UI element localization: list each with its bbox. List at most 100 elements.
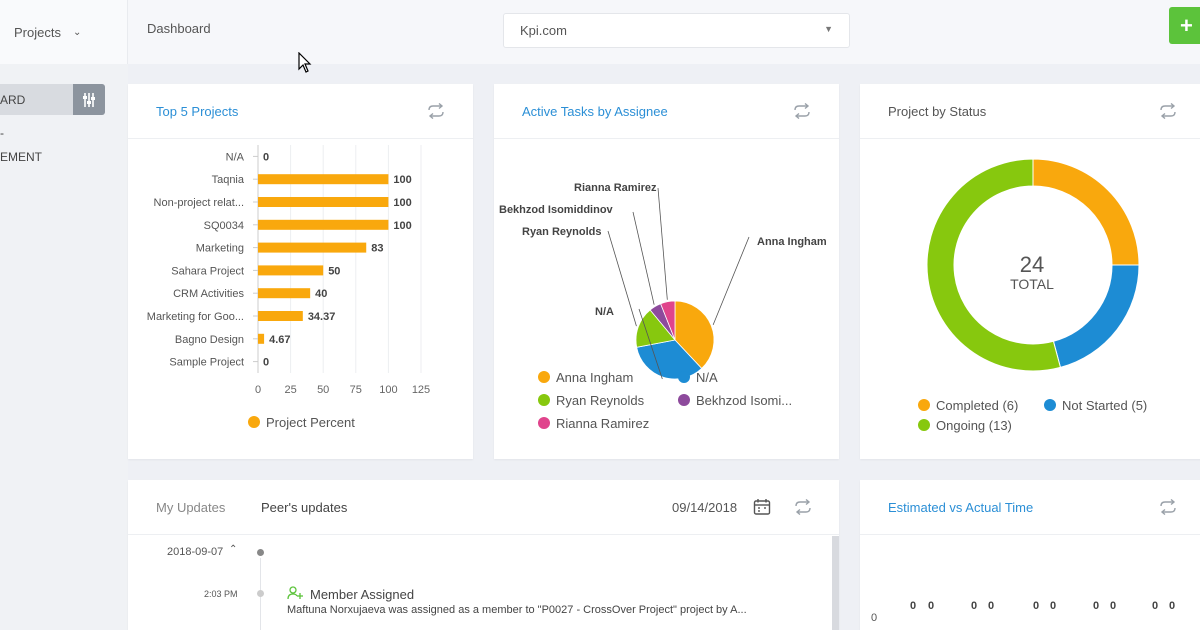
breadcrumb[interactable]: Dashboard: [147, 21, 211, 36]
bar[interactable]: [258, 197, 389, 207]
pie-slice[interactable]: [635, 309, 676, 348]
card-header: Top 5 Projects: [128, 84, 473, 139]
bar-value-label: 0: [928, 600, 935, 612]
legend-label: Bekhzod Isomi...: [696, 393, 793, 408]
y-tick-label: Marketing: [196, 243, 244, 255]
tab-my-updates[interactable]: My Updates: [156, 500, 226, 515]
card-title[interactable]: Active Tasks by Assignee: [522, 103, 668, 119]
legend-swatch: [248, 416, 260, 428]
legend-item[interactable]: Ryan Reynolds: [538, 393, 644, 408]
refresh-icon[interactable]: [1159, 103, 1177, 119]
legend-item[interactable]: Anna Ingham: [538, 370, 633, 385]
legend-swatch: [918, 419, 930, 431]
y-tick-label: Sahara Project: [171, 265, 244, 277]
sidebar-item-dashboard[interactable]: ARD: [0, 84, 105, 115]
legend-swatch: [918, 399, 930, 411]
x-tick-label: 100: [379, 384, 397, 396]
bar[interactable]: [258, 174, 389, 185]
y-tick-label: Taqnia: [212, 174, 245, 186]
chevron-down-icon: ▼: [824, 24, 833, 34]
refresh-icon[interactable]: [794, 499, 812, 515]
pie-slice[interactable]: [660, 300, 676, 341]
sidebar-item-label: ARD: [0, 92, 26, 107]
legend-item[interactable]: Rianna Ramirez: [538, 416, 649, 431]
legend-item[interactable]: Bekhzod Isomi...: [678, 393, 792, 408]
calendar-icon[interactable]: [753, 498, 771, 516]
bar-value-label: 100: [393, 174, 411, 186]
card-title[interactable]: Estimated vs Actual Time: [888, 499, 1034, 515]
slice-label: Anna Ingham: [757, 236, 827, 248]
x-tick-label: 25: [284, 384, 296, 396]
timeline-date: 2018-09-07: [167, 546, 224, 558]
legend-label: Not Started (5): [1062, 398, 1148, 413]
sidebar-item-management[interactable]: EMENT: [0, 150, 42, 164]
mouse-cursor-icon: [298, 51, 312, 79]
refresh-icon[interactable]: [427, 103, 445, 119]
bar[interactable]: [258, 265, 324, 276]
refresh-icon[interactable]: [793, 103, 811, 119]
axis-zero-label: 0: [871, 612, 878, 624]
project-selector[interactable]: Projects ⌄: [0, 0, 128, 64]
bar-value-label: 100: [393, 220, 411, 232]
y-tick-label: N/A: [226, 151, 245, 163]
legend-item[interactable]: Completed (6): [918, 398, 1018, 413]
pie-slice[interactable]: [674, 300, 715, 369]
card-title[interactable]: Project by Status: [888, 103, 987, 119]
bar-value-label: 0: [910, 600, 917, 612]
entry-time: 2:03 PM: [204, 589, 238, 599]
legend-label: Ryan Reynolds: [556, 393, 645, 408]
card-title[interactable]: Top 5 Projects: [156, 103, 239, 119]
sidebar-item[interactable]: -: [0, 126, 4, 140]
legend-item[interactable]: N/A: [678, 370, 718, 385]
bar-value-label: 0: [1169, 600, 1176, 612]
legend-item[interactable]: Not Started (5): [1044, 398, 1147, 413]
refresh-icon[interactable]: [1159, 499, 1177, 515]
date-value[interactable]: 09/14/2018: [672, 500, 738, 515]
bar-value-label: 50: [328, 265, 340, 277]
bar-value-label: 0: [1110, 600, 1117, 612]
donut-segment[interactable]: [1052, 264, 1140, 369]
bar[interactable]: [258, 311, 303, 321]
settings-sliders-icon[interactable]: [73, 84, 105, 115]
y-tick-label: SQ0034: [204, 220, 244, 232]
collapse-chevron-icon[interactable]: ⌃: [229, 544, 238, 555]
legend-swatch: [1044, 399, 1056, 411]
active-tasks-chart: Anna Ingham N/A Ryan Reynolds Bekhzod Isomi…: [499, 182, 827, 380]
project-selector-label: Projects: [14, 24, 61, 40]
bar[interactable]: [258, 288, 311, 299]
top-projects-chart: 0 25 50 75 100 125 N/A 0 Taqnia 100 Non-project re…: [147, 145, 430, 396]
bar-value-label: 0: [971, 600, 978, 612]
slice-label: Ryan Reynolds: [522, 226, 601, 238]
add-button[interactable]: +: [1169, 7, 1200, 44]
y-tick-label: Sample Project: [169, 357, 244, 369]
updates-card: My Updates Peer's updates 09/14/2018 201…: [128, 480, 839, 630]
legend-label: Anna Ingham: [556, 370, 634, 385]
legend-swatch: [538, 394, 550, 406]
legend-swatch: [538, 371, 550, 383]
entry-title: Member Assigned: [310, 587, 415, 602]
donut-center-value: 24: [1019, 252, 1045, 277]
tab-peers-updates[interactable]: Peer's updates: [261, 500, 348, 515]
bar[interactable]: [258, 219, 389, 230]
top-projects-card: Top 5 Projects 0 25 50 75 100 125 N/A 0 Taqnia 10…: [128, 84, 473, 459]
bar-value-label: 0: [263, 151, 269, 163]
company-selector[interactable]: Kpi.com ▼: [503, 13, 850, 48]
x-tick-label: 125: [412, 384, 430, 396]
timeline-dot: [257, 590, 264, 597]
project-status-chart: [926, 158, 1140, 372]
card-header: [128, 480, 839, 535]
donut-segment[interactable]: [1032, 158, 1140, 266]
y-tick-label: CRM Activities: [173, 288, 244, 300]
bar-value-label: 100: [393, 197, 411, 209]
bar[interactable]: [258, 333, 265, 344]
y-tick-label: Bagno Design: [175, 334, 244, 346]
chart-legend[interactable]: Project Percent: [248, 415, 355, 430]
legend-item[interactable]: Ongoing (13): [918, 418, 1012, 433]
donut-segment[interactable]: [926, 158, 1062, 372]
legend-label: Rianna Ramirez: [556, 416, 650, 431]
scrollbar[interactable]: [832, 536, 839, 630]
bar[interactable]: [258, 242, 367, 253]
x-tick-label: 75: [350, 384, 362, 396]
chevron-down-icon: ⌄: [72, 26, 82, 38]
